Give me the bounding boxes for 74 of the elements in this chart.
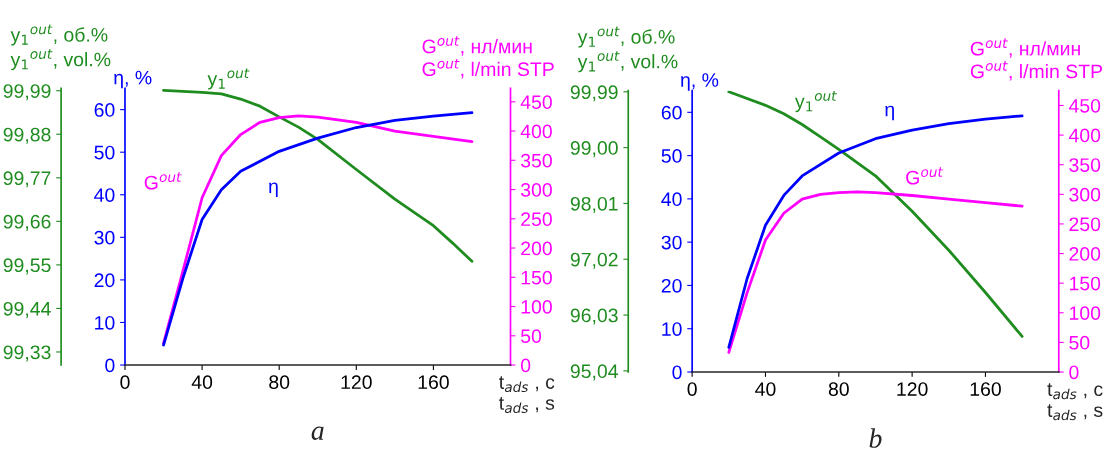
series-label: y$_{1}$$^{out}$ — [794, 91, 837, 113]
y-tick-label: 20 — [661, 278, 682, 293]
y2-tick-label: 200 — [521, 241, 552, 256]
text: y$_{1}$$^{out}$, об.% y$_{1}$$^{out}$, vol.% — [577, 26, 678, 73]
y3-tick-label: 99,66 — [3, 214, 51, 231]
text: G$^{out}$, нл/мин G$^{out}$, l/min STP — [970, 38, 1103, 81]
y2-tick-label: 400 — [1068, 128, 1101, 143]
y3-tick-label: 97,02 — [570, 252, 618, 269]
y3-tick-label: 99,44 — [3, 301, 51, 318]
y3-tick-label: 99,33 — [3, 345, 51, 362]
series-label: y$_{1}$$^{out}$ — [207, 68, 250, 90]
y-tick-label: 40 — [94, 188, 115, 202]
series-label: G$^{out}$ — [906, 167, 944, 185]
text: t$_{ads}$ , с t$_{ads}$ , s — [1047, 383, 1103, 421]
series-label: η — [269, 182, 278, 198]
y-tick-label: 0 — [672, 365, 682, 380]
y-tick-label: 10 — [95, 315, 115, 330]
y2-tick-label: 450 — [1068, 98, 1101, 113]
x-tick-label: 0 — [687, 382, 697, 396]
y2-tick-label: 50 — [1069, 335, 1090, 350]
series-label: η — [885, 105, 894, 121]
y-tick-label: 0 — [105, 358, 115, 373]
y-tick-label: 30 — [94, 230, 115, 245]
y3-tick-label: 99,88 — [3, 127, 51, 144]
y3-tick-label: 99,99 — [570, 85, 618, 102]
text: b — [869, 428, 882, 448]
y3-tick-label: 99,77 — [3, 171, 51, 188]
y-tick-label: 60 — [661, 105, 682, 120]
y-tick-label: 50 — [661, 149, 682, 163]
y2-tick-label: 250 — [521, 212, 552, 227]
y2-tick-label: 350 — [1069, 158, 1101, 172]
x-tick-label: 80 — [828, 382, 849, 396]
y2-tick-label: 100 — [521, 300, 552, 314]
y2-tick-label: 300 — [520, 183, 552, 197]
y-tick-label: 10 — [662, 322, 682, 336]
y2-tick-label: 200 — [1069, 247, 1101, 261]
y-tick-label: 50 — [94, 145, 115, 160]
y-tick-label: 30 — [661, 235, 682, 250]
y2-tick-label: 400 — [520, 124, 552, 139]
y3-tick-label: 95,04 — [570, 364, 618, 381]
y2-tick-label: 50 — [521, 329, 542, 344]
y3-tick-label: 98,01 — [570, 196, 618, 213]
line-series — [727, 190, 1024, 354]
y2-tick-label: 150 — [521, 270, 552, 285]
text: a — [311, 426, 324, 440]
y2-tick-label: 150 — [1069, 276, 1101, 291]
y2-tick-label: 0 — [1069, 365, 1079, 380]
y-tick-label: 20 — [94, 273, 115, 288]
text: G$^{out}$, нл/мин G$^{out}$, l/min STP — [422, 36, 554, 79]
x-tick-label: 120 — [897, 382, 928, 396]
y-tick-label: 40 — [661, 192, 682, 207]
y2-tick-label: 0 — [520, 358, 531, 373]
y2-tick-label: 300 — [1069, 187, 1101, 202]
x-tick-label: 160 — [970, 382, 1001, 396]
x-tick-label: 0 — [120, 375, 130, 390]
x-tick-label: 80 — [269, 375, 290, 390]
y3-tick-label: 96,03 — [570, 308, 618, 325]
y2-tick-label: 450 — [520, 95, 552, 110]
series-label: G$^{out}$ — [144, 172, 182, 190]
y2-tick-label: 100 — [1069, 306, 1101, 321]
y3-tick-label: 99,00 — [570, 141, 618, 158]
x-tick-label: 40 — [755, 382, 776, 396]
y-axis-title: η, % — [681, 73, 719, 91]
y-axis-title: η, % — [114, 70, 152, 89]
y3-tick-label: 99,99 — [3, 84, 51, 101]
x-tick-label: 160 — [418, 375, 449, 390]
y-tick-label: 60 — [94, 103, 115, 117]
x-tick-label: 120 — [341, 375, 372, 390]
x-tick-label: 40 — [191, 375, 213, 390]
text: y$_{1}$$^{out}$, об.% y$_{1}$$^{out}$, vol.% — [10, 24, 111, 71]
y2-tick-label: 250 — [1069, 217, 1101, 232]
y2-tick-label: 350 — [520, 153, 552, 168]
y3-tick-label: 99,55 — [3, 258, 51, 275]
text: t$_{ads}$ , с t$_{ads}$ , s — [499, 376, 555, 414]
